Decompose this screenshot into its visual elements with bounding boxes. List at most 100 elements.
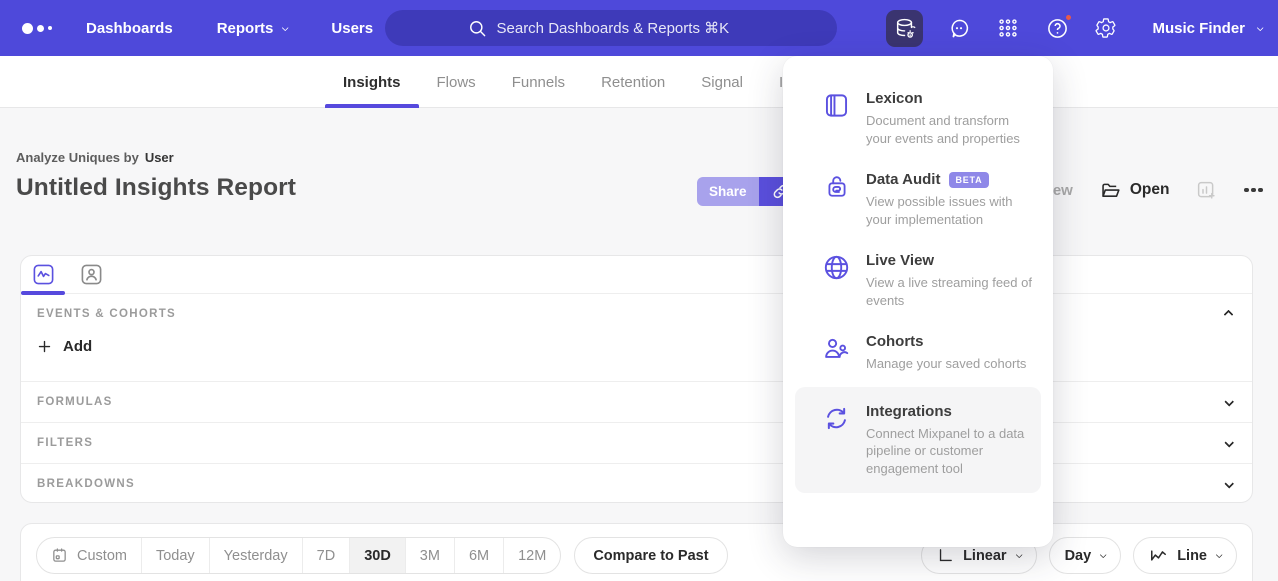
filters-label: FILTERS: [37, 437, 94, 449]
notification-dot: [1064, 13, 1074, 22]
menu-item-data-audit[interactable]: Data Audit BETA View possible issues with…: [783, 159, 1053, 240]
menu-item-title: Live View: [866, 252, 935, 270]
primary-nav: Dashboards Reports Users: [86, 20, 373, 37]
add-event-button[interactable]: Add: [37, 338, 92, 355]
beta-badge: BETA: [949, 171, 989, 188]
chevron-down-icon: [282, 23, 290, 31]
add-event-row: Add: [21, 334, 1252, 381]
chart-controls-card: Custom Today Yesterday 7D 30D 3M 6M 12M …: [20, 523, 1253, 581]
filters-section-header: FILTERS: [21, 422, 1252, 463]
chevron-down-icon: [1015, 551, 1023, 559]
report-title[interactable]: Untitled Insights Report: [16, 174, 297, 201]
chevron-down-icon: [1099, 551, 1107, 559]
apps-grid-icon[interactable]: [995, 15, 1021, 41]
expand-formulas-button[interactable]: [1221, 389, 1236, 415]
menu-item-lexicon[interactable]: Lexicon Document and transform your even…: [783, 78, 1053, 159]
query-builder-card: EVENTS & COHORTS Add FORMULAS FILTERS BR…: [20, 255, 1253, 503]
menu-item-integrations[interactable]: Integrations Connect Mixpanel to a data …: [795, 386, 1041, 494]
menu-item-description: Connect Mixpanel to a data pipeline or c…: [866, 425, 1025, 476]
profiles-view-tab[interactable]: [71, 256, 111, 294]
folder-icon: [1102, 183, 1120, 197]
range-3m[interactable]: 3M: [404, 538, 454, 573]
search-input[interactable]: [496, 19, 755, 37]
menu-item-title: Integrations: [866, 402, 952, 420]
add-to-dashboard-icon[interactable]: [1196, 180, 1217, 201]
lexicon-book-icon: [823, 90, 850, 147]
audit-lock-icon: [823, 171, 850, 228]
chevron-down-icon: [1224, 396, 1235, 407]
events-cohorts-section-header: EVENTS & COHORTS: [21, 294, 1252, 334]
formulas-section-header: FORMULAS: [21, 381, 1252, 422]
menu-item-cohorts[interactable]: Cohorts Manage your saved cohorts: [783, 321, 1053, 385]
menu-item-description: Manage your saved cohorts: [866, 356, 1027, 372]
chevron-down-icon: [1215, 551, 1223, 559]
menu-item-live-view[interactable]: Live View View a live streaming feed of …: [783, 240, 1053, 321]
nav-reports[interactable]: Reports: [217, 20, 290, 37]
menu-item-title: Lexicon: [866, 90, 923, 107]
collapse-section-button[interactable]: [1221, 301, 1236, 327]
settings-gear-icon[interactable]: [1093, 15, 1119, 41]
tab-flows[interactable]: Flows: [436, 73, 476, 91]
range-today[interactable]: Today: [140, 538, 209, 573]
query-view-tabs: [21, 256, 1252, 295]
chevron-down-icon: [1224, 437, 1235, 448]
tab-retention[interactable]: Retention: [601, 73, 666, 91]
messages-icon[interactable]: [946, 15, 972, 41]
range-yesterday[interactable]: Yesterday: [208, 538, 302, 573]
expand-filters-button[interactable]: [1221, 430, 1236, 456]
integrations-sync-icon: [823, 403, 850, 478]
tab-funnels[interactable]: Funnels: [511, 73, 566, 91]
menu-item-description: View possible issues with your implement…: [866, 194, 1013, 227]
menu-item-description: Document and transform your events and p…: [866, 113, 1020, 146]
person-icon: [81, 264, 101, 285]
breakdowns-label: BREAKDOWNS: [37, 478, 135, 490]
search-bar[interactable]: [385, 10, 837, 46]
menu-item-title: Cohorts: [866, 333, 924, 351]
data-management-icon[interactable]: [886, 9, 924, 47]
range-6m[interactable]: 6M: [453, 538, 503, 573]
menu-item-description: View a live streaming feed of events: [866, 275, 1032, 308]
tab-insights[interactable]: Insights: [325, 56, 419, 108]
report-actions: New Open: [1042, 168, 1263, 212]
line-chart-icon: [1151, 550, 1167, 561]
range-30d[interactable]: 30D: [349, 538, 405, 573]
help-icon[interactable]: [1044, 13, 1074, 41]
mixpanel-logo-icon[interactable]: [22, 22, 52, 34]
report-kicker: Analyze Uniques by User: [16, 150, 174, 165]
more-options-button[interactable]: [1244, 187, 1263, 193]
nav-users[interactable]: Users: [331, 19, 374, 37]
data-tools-dropdown: Lexicon Document and transform your even…: [783, 56, 1053, 547]
globe-icon: [823, 252, 850, 309]
events-cohorts-label: EVENTS & COHORTS: [37, 308, 177, 320]
project-name: Music Finder: [1152, 19, 1245, 37]
open-report-button[interactable]: Open: [1100, 180, 1169, 201]
search-icon: [469, 20, 485, 36]
plus-icon: [38, 340, 51, 353]
formulas-label: FORMULAS: [37, 396, 113, 408]
expand-breakdowns-button[interactable]: [1221, 471, 1236, 497]
top-navbar: Dashboards Reports Users: [0, 0, 1278, 56]
line-chart-icon: [33, 264, 53, 285]
range-7d[interactable]: 7D: [301, 538, 350, 573]
chevron-down-icon: [1224, 478, 1235, 489]
interval-dropdown[interactable]: Day: [1048, 537, 1122, 574]
report-type-tabs: Insights Flows Funnels Retention Signal …: [0, 56, 1278, 108]
project-switcher[interactable]: Music Finder: [1152, 19, 1264, 37]
range-12m[interactable]: 12M: [503, 538, 560, 573]
chevron-up-icon: [1223, 309, 1234, 320]
breakdowns-section-header: BREAKDOWNS: [21, 463, 1252, 504]
cohorts-people-icon: [823, 333, 850, 373]
nav-dashboards[interactable]: Dashboards: [86, 19, 173, 37]
range-custom[interactable]: Custom: [37, 538, 141, 573]
menu-item-title: Data Audit BETA: [866, 171, 1037, 188]
chart-type-dropdown[interactable]: Line: [1133, 537, 1237, 574]
topnav-right: Music Finder: [886, 0, 1264, 56]
share-button[interactable]: Share: [697, 177, 759, 206]
report-header: Analyze Uniques by User Untitled Insights…: [0, 108, 1278, 202]
calendar-icon: [53, 548, 66, 562]
chevron-down-icon: [1256, 23, 1264, 31]
compare-to-past-button[interactable]: Compare to Past: [574, 537, 728, 574]
kicker-value[interactable]: User: [144, 150, 174, 165]
events-view-tab[interactable]: [21, 256, 65, 295]
tab-signal[interactable]: Signal: [701, 73, 743, 91]
